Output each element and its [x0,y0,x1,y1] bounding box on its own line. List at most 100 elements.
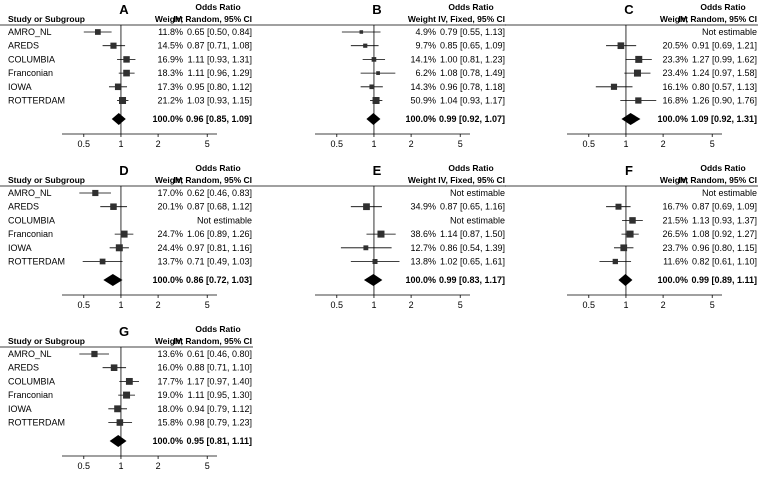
x-tick-label: 1 [118,139,123,149]
x-tick-label: 1 [118,461,123,471]
ci-text: 0.91 [0.69, 1.21] [692,41,757,51]
total-weight: 100.0% [405,114,436,124]
weight-value: 19.0% [157,390,183,400]
study-label: COLUMBIA [8,215,55,225]
ci-text: 0.62 [0.46, 0.83] [187,188,252,198]
total-ci-text: 0.86 [0.72, 1.03] [186,275,252,285]
panel-label: G [119,324,129,339]
point-estimate-square [110,364,118,371]
ci-text: 0.87 [0.68, 1.12] [187,202,252,212]
point-estimate-square [125,377,133,385]
ci-text: 1.00 [0.81, 1.23] [440,54,505,64]
x-tick-label: 2 [156,461,161,471]
weight-value: 17.7% [157,376,183,386]
weight-value: 26.5% [662,229,688,239]
pooled-diamond [111,113,126,125]
ci-text: 1.26 [0.90, 1.76] [692,96,757,106]
ci-text: 0.85 [0.65, 1.09] [440,41,505,51]
x-tick-label: 1 [371,139,376,149]
weight-value: 14.5% [157,41,183,51]
point-estimate-square [363,203,370,211]
ci-text: 1.08 [0.78, 1.49] [440,68,505,78]
x-tick-label: 5 [205,300,210,310]
point-estimate-square [123,69,130,77]
header-weight: Weight [155,175,183,185]
study-label: ROTTERDAM [8,418,65,428]
weight-value: 11.8% [158,27,183,37]
weight-value: 23.4% [662,68,688,78]
header-method: IV, Fixed, 95% CI [438,14,505,24]
weight-value: 14.3% [410,82,436,92]
header-weight: Weight [408,14,436,24]
ci-text: 1.17 [0.97, 1.40] [187,376,252,386]
not-estimable-text: Not estimable [450,188,505,198]
ci-text: 1.04 [0.93, 1.17] [440,96,505,106]
weight-value: 21.5% [662,215,688,225]
panel-label: C [624,2,634,17]
study-label: Franconian [8,68,53,78]
x-tick-label: 0.5 [583,139,596,149]
weight-value: 34.9% [410,202,436,212]
header-study: Study or Subgroup [8,175,85,185]
point-estimate-square [635,97,642,104]
pooled-diamond [621,113,641,125]
x-tick-label: 2 [409,300,414,310]
weight-value: 18.3% [157,68,183,78]
ci-text: 0.61 [0.46, 0.80] [187,349,252,359]
panel-label: A [119,2,129,17]
point-estimate-square [123,56,130,63]
point-estimate-square [617,42,625,50]
panel-label: D [119,163,128,178]
weight-value: 38.6% [410,229,436,239]
ci-text: 0.98 [0.79, 1.23] [187,418,252,428]
panel-label: F [625,163,633,178]
total-weight: 100.0% [152,275,183,285]
x-tick-label: 1 [623,139,628,149]
point-estimate-square [110,42,117,49]
point-estimate-square [363,43,368,48]
study-label: COLUMBIA [8,54,55,64]
ci-text: 0.96 [0.80, 1.15] [692,243,757,253]
ci-text: 1.03 [0.93, 1.15] [187,96,252,106]
not-estimable-text: Not estimable [197,215,252,225]
x-tick-label: 5 [710,139,715,149]
point-estimate-square [114,83,122,91]
point-estimate-square [376,71,380,75]
x-tick-label: 2 [661,300,666,310]
header-weight: Weight [660,14,688,24]
ci-text: 0.87 [0.69, 1.09] [692,202,757,212]
weight-value: 16.1% [662,82,688,92]
header-method: IV, Random, 95% CI [173,175,252,185]
weight-value: 24.4% [157,243,183,253]
total-ci-text: 0.99 [0.89, 1.11] [691,275,757,285]
x-tick-label: 1 [118,300,123,310]
header-method: IV, Random, 95% CI [678,14,757,24]
pooled-diamond [109,435,127,447]
ci-text: 0.87 [0.65, 1.16] [440,202,505,212]
ci-text: 0.95 [0.80, 1.12] [187,82,252,92]
point-estimate-square [110,203,117,210]
ci-text: 1.14 [0.87, 1.50] [440,229,505,239]
study-label: AMRO_NL [8,27,52,37]
total-ci-text: 0.96 [0.85, 1.09] [186,114,252,124]
ci-text: 1.24 [0.97, 1.58] [692,68,757,78]
weight-value: 20.5% [662,41,688,51]
point-estimate-square [359,30,364,34]
header-method: IV, Random, 95% CI [173,336,252,346]
study-label: IOWA [8,82,32,92]
header-odds-ratio: Odds Ratio [448,2,493,12]
study-label: IOWA [8,404,32,414]
weight-value: 16.0% [157,363,183,373]
point-estimate-square [620,244,628,252]
total-weight: 100.0% [657,114,688,124]
weight-value: 11.6% [663,257,688,267]
header-odds-ratio: Odds Ratio [700,163,745,173]
point-estimate-square [633,69,641,77]
study-label: Franconian [8,229,53,239]
ci-text: 1.27 [0.99, 1.62] [692,54,757,64]
study-label: AMRO_NL [8,188,52,198]
weight-value: 15.8% [157,418,183,428]
point-estimate-square [610,83,618,90]
x-tick-label: 0.5 [583,300,596,310]
header-study: Study or Subgroup [8,336,85,346]
